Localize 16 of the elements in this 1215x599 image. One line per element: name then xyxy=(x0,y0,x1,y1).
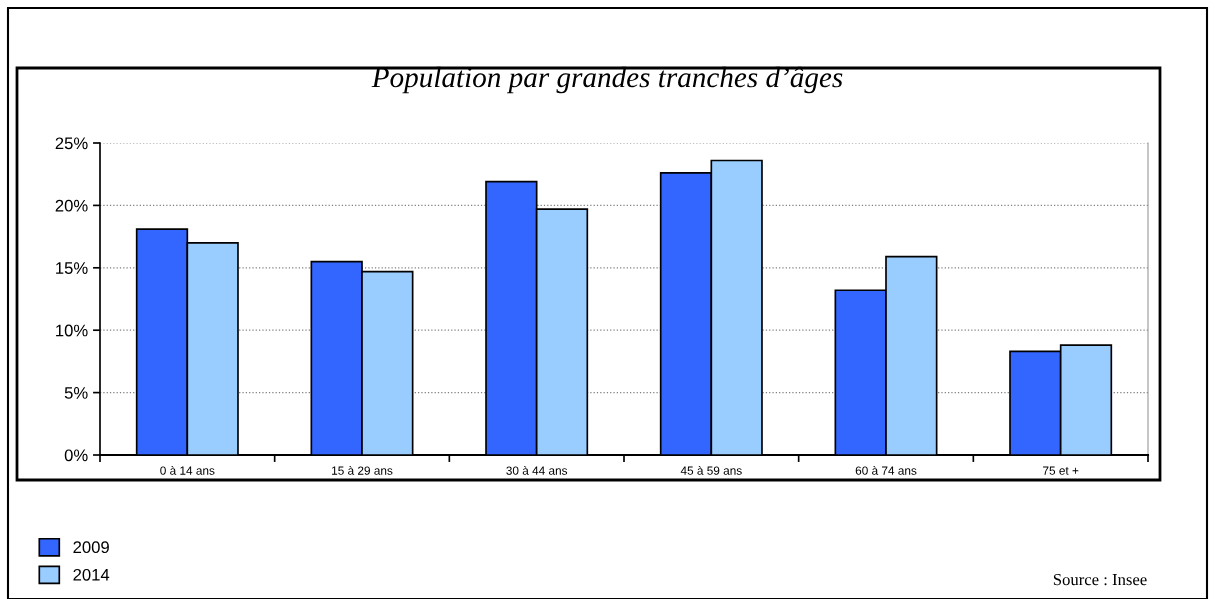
y-tick-label: 15% xyxy=(56,262,88,274)
y-tick-label: 0% xyxy=(64,449,88,462)
y-tick-label: 10% xyxy=(56,324,88,337)
x-tick-label: 75 et + xyxy=(1043,466,1079,475)
x-tick-label: 30 à 44 ans xyxy=(506,465,568,475)
x-tick-label: 0 à 14 ans xyxy=(160,465,215,475)
y-tick-label: 20% xyxy=(55,199,88,212)
y-tick-label: 25% xyxy=(55,137,88,150)
x-tick-label: 60 à 74 ans xyxy=(855,465,917,475)
x-tick-label: 15 à 29 ans xyxy=(332,465,393,475)
y-tick-label: 5% xyxy=(64,387,88,399)
x-tick-label: 45 à 59 ans xyxy=(680,465,742,475)
legend-label: 2014 xyxy=(73,568,110,581)
legend-label: 2009 xyxy=(73,541,109,554)
chart-title: Population par grandes tranches d’âges xyxy=(371,66,843,94)
source-note: Source : Insee xyxy=(1053,573,1147,586)
